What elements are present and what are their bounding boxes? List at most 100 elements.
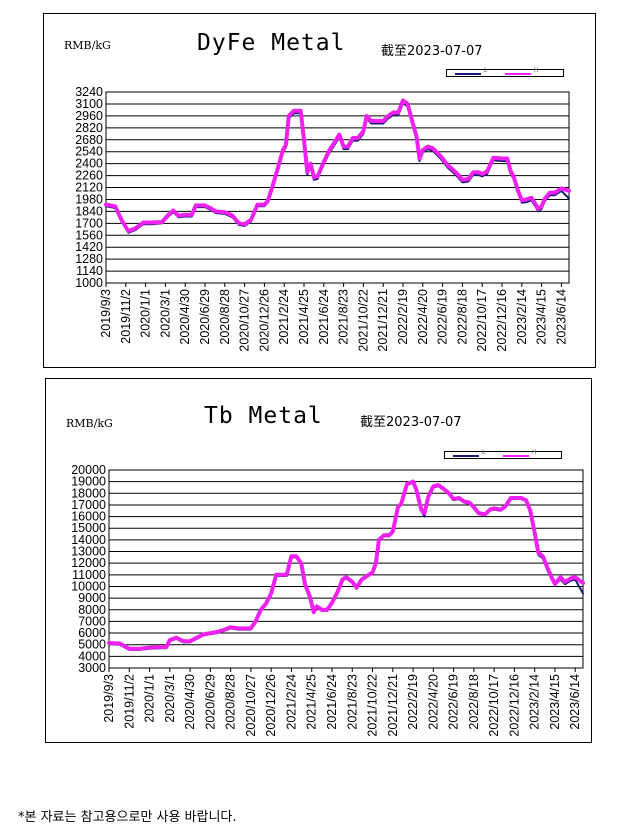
- y-tick-label: 2680: [75, 133, 103, 147]
- legend-swatch-h: [503, 455, 529, 457]
- x-tick-label: 2019/11/2: [119, 289, 133, 344]
- y-tick-label: 2400: [75, 157, 103, 171]
- x-tick-label: 2020/12/26: [257, 289, 271, 352]
- y-tick-label: 1980: [75, 192, 103, 206]
- x-tick-label: 2021/10/22: [356, 289, 370, 352]
- as-of-date: 截至2023-07-07: [360, 415, 462, 430]
- x-tick-label: 2019/9/3: [102, 674, 116, 723]
- y-tick-label: 20000: [71, 463, 106, 477]
- series-line-h: [104, 98, 571, 233]
- legend-swatch-h: [505, 73, 531, 75]
- chart-panel-tb: RMB/kG Tb Metal 截至2023-07-07 L H 3000 400…: [45, 378, 592, 743]
- legend-swatch-l: [453, 455, 479, 457]
- x-tick-label: 2020/10/27: [238, 289, 252, 352]
- y-tick-label: 12000: [71, 556, 106, 570]
- x-tick-label: 2021/12/21: [376, 289, 390, 352]
- x-tick-label: 2021/2/24: [277, 289, 291, 345]
- x-tick-label: 2021/4/25: [305, 674, 319, 730]
- x-tick-label: 2021/4/25: [297, 289, 311, 345]
- x-tick-label: 2021/2/24: [284, 674, 298, 730]
- x-tick-label: 2022/6/19: [447, 674, 461, 730]
- y-tick-label: 10000: [71, 579, 106, 593]
- plot-area: [105, 91, 570, 284]
- y-tick-label: 11000: [72, 568, 106, 582]
- plot-area: [108, 469, 584, 669]
- x-tick-label: 2020/1/1: [143, 674, 157, 723]
- x-tick-label: 2022/8/18: [467, 674, 481, 730]
- x-tick-label: 2020/4/30: [183, 674, 197, 730]
- y-tick-label: 17000: [71, 498, 106, 512]
- y-tick-label: 4000: [78, 649, 106, 663]
- x-tick-label: 2023/4/15: [535, 289, 549, 345]
- x-tick-label: 2020/4/30: [178, 289, 192, 345]
- x-tick-label: 2020/8/28: [224, 674, 238, 730]
- x-tick-label: 2023/6/14: [554, 289, 568, 345]
- series-line-h: [107, 479, 585, 651]
- y-tick-label: 3100: [75, 97, 103, 111]
- y-tick-label: 2540: [75, 145, 103, 159]
- x-tick-label: 2021/8/23: [345, 674, 359, 730]
- y-tick-label: 13000: [71, 545, 106, 559]
- chart-plot-dyfe: 1000114012801420156017001840198021202260…: [75, 85, 571, 352]
- y-tick-label: 3240: [75, 85, 103, 99]
- y-tick-label: 19000: [71, 475, 106, 489]
- y-tick-label: 2120: [75, 181, 103, 195]
- x-tick-label: 2022/4/20: [426, 674, 440, 730]
- footnote: *본 자료는 참고용으로만 사용 바랍니다.: [18, 810, 237, 825]
- y-tick-label: 9000: [78, 591, 106, 605]
- y-unit-label: RMB/kG: [66, 417, 113, 430]
- y-unit-label: RMB/kG: [64, 39, 111, 52]
- x-tick-label: 2022/12/16: [507, 674, 521, 737]
- y-tick-label: 1420: [75, 240, 103, 254]
- chart-title: DyFe Metal: [197, 30, 346, 56]
- legend-swatch-l: [455, 73, 481, 75]
- x-tick-label: 2020/1/1: [139, 289, 153, 338]
- x-tick-label: 2020/3/1: [163, 674, 177, 723]
- chart-title: Tb Metal: [204, 403, 323, 429]
- x-tick-label: 2023/6/14: [568, 674, 582, 730]
- x-tick-label: 2021/8/23: [337, 289, 351, 345]
- legend-label-h: H: [534, 67, 539, 74]
- y-tick-label: 8000: [78, 603, 106, 617]
- y-tick-label: 7000: [78, 614, 106, 628]
- legend: L H: [446, 67, 564, 77]
- y-tick-label: 18000: [71, 486, 106, 500]
- y-tick-label: 1840: [75, 204, 103, 218]
- y-tick-label: 6000: [78, 626, 106, 640]
- legend: L H: [444, 449, 562, 459]
- x-tick-label: 2019/9/3: [99, 289, 113, 338]
- x-tick-label: 2023/4/15: [548, 674, 562, 730]
- x-tick-label: 2021/6/24: [317, 289, 331, 345]
- y-tick-label: 1700: [75, 216, 103, 230]
- x-tick-label: 2021/6/24: [325, 674, 339, 730]
- x-tick-label: 2022/10/17: [487, 674, 501, 737]
- x-tick-label: 2023/2/14: [515, 289, 529, 345]
- x-tick-label: 2022/2/19: [396, 289, 410, 345]
- x-tick-label: 2020/10/27: [244, 674, 258, 737]
- y-tick-label: 15000: [71, 521, 106, 535]
- x-tick-label: 2022/4/20: [416, 289, 430, 345]
- x-tick-label: 2021/10/22: [366, 674, 380, 737]
- legend-label-l: L: [482, 449, 486, 456]
- y-tick-label: 3000: [78, 661, 106, 675]
- y-tick-label: 2820: [75, 121, 103, 135]
- x-tick-label: 2020/3/1: [158, 289, 172, 338]
- x-tick-label: 2022/6/19: [436, 289, 450, 345]
- x-tick-label: 2019/11/2: [122, 674, 136, 729]
- y-tick-label: 16000: [71, 510, 106, 524]
- x-tick-label: 2020/6/29: [198, 289, 212, 345]
- x-tick-label: 2022/10/17: [475, 289, 489, 352]
- y-tick-label: 5000: [78, 638, 106, 652]
- y-tick-label: 1000: [75, 276, 103, 290]
- x-tick-label: 2020/8/28: [218, 289, 232, 345]
- series-line-l: [108, 481, 584, 651]
- y-tick-label: 14000: [71, 533, 106, 547]
- y-tick-label: 1140: [76, 264, 103, 278]
- chart-panel-dyfe: RMB/kG DyFe Metal 截至2023-07-07 L H 1000 1…: [43, 13, 596, 368]
- y-tick-label: 1560: [75, 228, 103, 242]
- legend-label-l: L: [484, 67, 488, 74]
- chart-plot-tb: 3000400050006000700080009000100001100012…: [71, 463, 585, 737]
- x-tick-label: 2022/8/18: [455, 289, 469, 345]
- as-of-date: 截至2023-07-07: [381, 44, 483, 59]
- x-tick-label: 2023/2/14: [528, 674, 542, 730]
